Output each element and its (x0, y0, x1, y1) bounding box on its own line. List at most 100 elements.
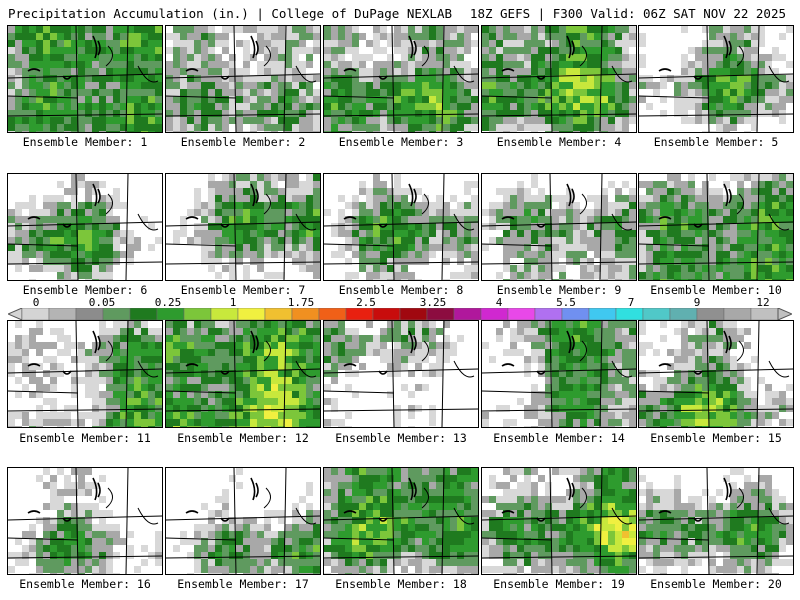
boundary-line (639, 368, 793, 374)
member-caption: Ensemble Member: 16 (19, 577, 151, 591)
boundary-line (768, 65, 790, 83)
water-outline (408, 183, 414, 207)
member-caption: Ensemble Member: 12 (177, 431, 309, 445)
water-outline (658, 510, 672, 514)
water-outline (378, 370, 388, 375)
boundary-line (283, 26, 287, 132)
boundary-line (8, 113, 162, 117)
boundary-line (137, 507, 159, 525)
boundary-line (611, 65, 633, 83)
water-outline (378, 517, 388, 522)
boundary-line (233, 174, 237, 280)
boundary-line (324, 408, 478, 412)
water-outline (728, 188, 732, 204)
boundary-line (324, 73, 478, 79)
member-caption: Ensemble Member: 6 (22, 283, 148, 297)
boundary-line (482, 408, 636, 412)
colorbar-tick-label: 4 (495, 296, 503, 309)
boundary-line (639, 555, 793, 559)
water-outline (536, 223, 546, 228)
boundary-line (391, 468, 395, 574)
water-outline (185, 68, 199, 72)
member-caption: Ensemble Member: 1 (22, 135, 148, 149)
boundary-line (706, 321, 710, 427)
ensemble-map-panel (7, 320, 163, 428)
boundary-line (639, 95, 710, 99)
boundary-line (453, 507, 475, 525)
boundary-line (611, 213, 633, 231)
colorbar-swatch (561, 308, 590, 320)
ensemble-map-panel (7, 173, 163, 281)
water-outline (566, 35, 572, 59)
water-outline (536, 75, 546, 80)
boundary-line (756, 174, 760, 280)
boundary-line (125, 174, 129, 280)
ensemble-map-panel (165, 467, 321, 575)
colorbar-tick-label: 0.05 (88, 296, 116, 309)
boundary-line (324, 515, 478, 521)
boundary-line (639, 261, 793, 265)
water-outline (27, 216, 41, 220)
ensemble-map-panel (323, 320, 479, 428)
water-outline (693, 517, 703, 522)
precip-field (482, 468, 636, 574)
colorbar-min-arrow (8, 308, 23, 320)
water-outline (408, 330, 414, 354)
boundary-line (75, 174, 79, 280)
water-outline (413, 482, 417, 498)
colorbar-swatch (426, 308, 455, 320)
colorbar-swatch (237, 308, 266, 320)
boundary-line (549, 468, 553, 574)
precip-field (639, 468, 793, 574)
colorbar-tick-label: 2.5 (356, 296, 376, 309)
boundary-line (482, 368, 636, 374)
water-outline (728, 40, 732, 56)
precip-field (639, 26, 793, 132)
boundary-line (283, 321, 287, 427)
colorbar-swatch (453, 308, 482, 320)
colorbar-swatch (291, 308, 320, 320)
colorbar-swatch (750, 308, 779, 320)
colorbar-swatch (129, 308, 158, 320)
water-outline (501, 68, 515, 72)
precip-field (8, 468, 162, 574)
colorbar-tick-label: 0.25 (154, 296, 182, 309)
boundary-line (639, 408, 793, 412)
ensemble-map-panel (323, 25, 479, 133)
ensemble-map-panel (481, 320, 637, 428)
boundary-line (166, 243, 237, 247)
boundary-line (391, 26, 395, 132)
boundary-line (233, 26, 237, 132)
member-caption: Ensemble Member: 11 (19, 431, 151, 445)
boundary-line (549, 321, 553, 427)
boundary-line (324, 243, 395, 247)
boundary-line (421, 193, 429, 215)
water-outline (92, 35, 98, 59)
boundary-line (166, 390, 237, 394)
member-caption: Ensemble Member: 10 (650, 283, 782, 297)
boundary-line (75, 26, 79, 132)
colorbar-swatch (183, 308, 212, 320)
water-outline (693, 75, 703, 80)
boundary-line (639, 537, 710, 541)
water-outline (185, 363, 199, 367)
colorbar-swatch (642, 308, 671, 320)
boundary-line (482, 221, 636, 227)
precip-field (166, 468, 320, 574)
precip-field (166, 321, 320, 427)
boundary-line (482, 555, 636, 559)
boundary-line (482, 390, 553, 394)
boundary-line (105, 193, 113, 215)
colorbar-tick-label: 9 (693, 296, 701, 309)
boundary-line (579, 45, 587, 67)
boundary-line (453, 213, 475, 231)
water-outline (571, 188, 575, 204)
water-outline (571, 482, 575, 498)
boundary-line (579, 193, 587, 215)
water-outline (408, 477, 414, 501)
boundary-line (639, 390, 710, 394)
colorbar-swatch (696, 308, 725, 320)
boundary-line (736, 45, 744, 67)
boundary-line (137, 360, 159, 378)
water-outline (343, 363, 357, 367)
